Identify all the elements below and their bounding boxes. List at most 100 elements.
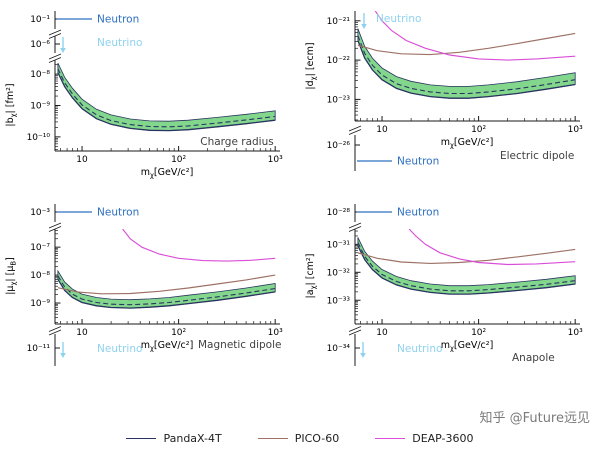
legend-swatch	[126, 438, 157, 439]
neutrino-arrowhead	[60, 353, 66, 358]
text-label: Neutron	[97, 207, 139, 219]
text-label: 10⁻⁹	[30, 102, 50, 112]
band-PandaX-4T	[57, 269, 276, 309]
x-axis-label: mχ[GeV/c²]	[441, 340, 494, 353]
text-label: 10	[76, 155, 88, 165]
legend: PandaX-4T PICO-60 DEAP-3600	[0, 424, 600, 445]
text-label: 10⁻³	[30, 208, 50, 218]
text-label: 10	[76, 328, 88, 338]
axis-break	[48, 326, 62, 332]
series-median-PandaX-4T	[57, 68, 276, 128]
legend-item-PICO-60: PICO-60	[257, 432, 340, 445]
text-label: 10⁻⁷	[30, 243, 50, 253]
text-label: 10	[376, 125, 388, 135]
neutrino-arrowhead	[60, 48, 66, 53]
legend-item-PandaX-4T: PandaX-4T	[126, 432, 222, 445]
text-label: 10²	[171, 328, 186, 338]
y-axis-label: |bχ| [fm²]	[5, 83, 18, 126]
panel-svg-electric-dipole: 10⁻²⁶ 10⁻²¹ 10⁻²² 10⁻²³ 10 10² 10³ Neutrino Neut…	[305, 11, 583, 171]
text-label: 10⁻³⁴	[327, 344, 351, 354]
text-label: 10⁻²³	[327, 95, 351, 105]
series-PICO-60	[357, 32, 576, 56]
text-label: 10⁻⁹	[30, 299, 50, 309]
series-DEAP-3600	[122, 229, 276, 262]
axis-break	[348, 326, 362, 332]
panel-electric-dipole: 10⁻²⁶ 10⁻²¹ 10⁻²² 10⁻²³ 10 10² 10³ Neutrino Neut…	[300, 3, 600, 195]
series-group	[357, 229, 576, 295]
series-median-PandaX-4T	[57, 275, 276, 306]
legend-item-DEAP-3600: DEAP-3600	[375, 432, 474, 445]
text-label: 10²	[471, 125, 486, 135]
text-label: 10⁻²²	[327, 56, 351, 66]
text-label: 10⁻⁸	[30, 70, 50, 80]
series-observed-PandaX-4T	[57, 278, 276, 309]
axis-break	[48, 53, 62, 60]
series-PICO-60	[357, 248, 576, 264]
text-label: 10⁻⁸	[30, 271, 50, 281]
watermark: 知乎 @Future远见	[479, 411, 590, 426]
text-label: Neutron	[397, 207, 439, 219]
text-label: 10⁻²⁶	[327, 141, 351, 151]
axis-break	[348, 125, 362, 132]
text-label: 10³	[568, 328, 583, 338]
x-axis-label: mχ[GeV/c²]	[141, 167, 194, 180]
neutrino-arrowhead	[360, 353, 366, 358]
neutrino-arrowhead	[361, 24, 367, 29]
text-label: 10⁻³²	[327, 268, 351, 278]
series-median-PandaX-4T	[357, 35, 576, 95]
text-label: 10³	[268, 328, 283, 338]
text-label: 10³	[268, 155, 283, 165]
panel-anapole: 10⁻²⁸ 10⁻³⁴ 10⁻³¹ 10⁻³² 10⁻³³ 10 10² 10³ Neutron…	[300, 196, 600, 388]
series-group	[357, 11, 576, 99]
text-label: Charge radius	[200, 136, 273, 148]
text-label: 10⁻²¹	[327, 17, 351, 27]
legend-label: PandaX-4T	[163, 432, 222, 445]
text-label: 10⁻⁶	[30, 40, 50, 50]
text-label: Neutron	[97, 14, 139, 26]
series-observed-PandaX-4T	[57, 72, 276, 132]
axis-break	[48, 222, 62, 229]
text-label: 10⁻¹¹	[27, 344, 51, 354]
panel-svg-charge-radius: 10⁻¹ 10⁻⁶ 10⁻⁸ 10⁻⁹ 10⁻¹⁰ 10 10² 10³ Neutron Neut…	[5, 11, 283, 180]
text-label: 10²	[171, 155, 186, 165]
panel-svg-magnetic-dipole: 10⁻³ 10⁻¹¹ 10⁻⁷ 10⁻⁸ 10⁻⁹ 10 10² 10³ Neutron Neut…	[5, 204, 283, 366]
axis-break	[48, 29, 62, 36]
series-group	[57, 229, 276, 309]
panel-svg-anapole: 10⁻²⁸ 10⁻³⁴ 10⁻³¹ 10⁻³² 10⁻³³ 10 10² 10³ Neutron…	[305, 204, 583, 366]
legend-label: DEAP-3600	[412, 432, 474, 445]
text-label: 10⁻¹⁰	[27, 133, 51, 143]
legend-swatch	[375, 438, 406, 439]
series-PICO-60	[57, 274, 276, 295]
panel-magnetic-dipole: 10⁻³ 10⁻¹¹ 10⁻⁷ 10⁻⁸ 10⁻⁹ 10 10² 10³ Neutron Neut…	[0, 196, 300, 388]
y-axis-label: |μχ| [μB]	[5, 257, 18, 295]
series-median-PandaX-4T	[357, 242, 576, 292]
text-label: 10⁻²⁸	[327, 208, 351, 218]
series-group	[57, 62, 276, 132]
text-label: Electric dipole	[500, 150, 574, 162]
x-axis-label: mχ[GeV/c²]	[141, 340, 194, 353]
text-label: 10	[376, 328, 388, 338]
text-label: Neutrino	[397, 343, 442, 355]
text-label: 10²	[471, 328, 486, 338]
band-PandaX-4T	[357, 237, 576, 295]
legend-swatch	[257, 438, 288, 439]
text-label: Neutrino	[97, 343, 142, 355]
text-label: Neutrino	[376, 13, 421, 25]
text-label: Magnetic dipole	[198, 339, 281, 351]
axis-break	[348, 222, 362, 229]
series-observed-PandaX-4T	[357, 245, 576, 295]
legend-label: PICO-60	[294, 432, 340, 445]
text-label: 10⁻³¹	[327, 240, 351, 250]
text-label: 10⁻³³	[327, 296, 351, 306]
text-label: 10⁻¹	[30, 15, 50, 25]
text-label: Anapole	[512, 352, 555, 364]
series-DEAP-3600	[374, 11, 576, 61]
y-axis-label: |aχ| [cm²]	[305, 254, 318, 299]
series-DEAP-3600	[408, 229, 576, 266]
text-label: 10³	[568, 125, 583, 135]
text-label: Neutrino	[97, 37, 142, 49]
text-label: Neutron	[397, 156, 439, 168]
panel-charge-radius: 10⁻¹ 10⁻⁶ 10⁻⁸ 10⁻⁹ 10⁻¹⁰ 10 10² 10³ Neutron Neut…	[0, 3, 300, 195]
series-observed-PandaX-4T	[357, 40, 576, 99]
